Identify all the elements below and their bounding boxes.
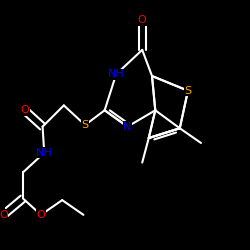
Text: S: S <box>82 120 88 130</box>
Text: N: N <box>123 122 132 132</box>
Text: NH: NH <box>36 148 52 158</box>
Text: O: O <box>36 210 45 220</box>
Text: O: O <box>20 105 29 115</box>
Text: O: O <box>0 210 8 220</box>
Text: S: S <box>184 86 192 96</box>
Text: NH: NH <box>108 69 124 79</box>
Text: O: O <box>138 16 146 26</box>
